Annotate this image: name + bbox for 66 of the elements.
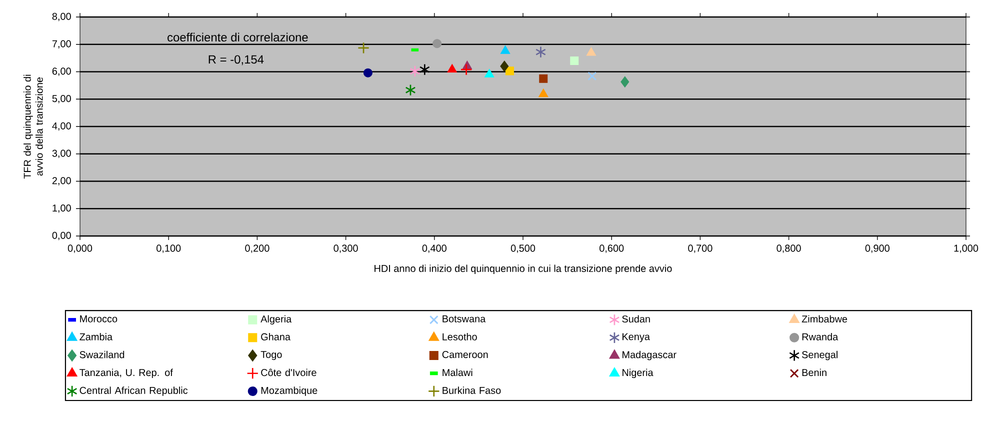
legend-label: Cameroon [442,351,488,358]
point [447,64,457,72]
legend-label: Swaziland [80,350,124,358]
y-tick-label: 7,00 [52,40,71,48]
y-tick-label: 8,00 [52,12,71,22]
point [363,68,372,78]
y-tick-label: 2,00 [52,177,71,186]
legend-label: Morocco [80,315,118,322]
legend-label: Burkina Faso [442,386,501,394]
y-tick-label: 3,00 [52,150,71,158]
legend-label: Botswana [442,315,486,322]
legend-label: Kenya [622,333,650,342]
point [535,46,546,58]
y-tick-label: 0,00 [52,232,71,240]
point [539,74,548,83]
legend-label: Mozambique [261,386,318,396]
legend-label: Ghana [261,333,291,340]
x-tick-label: 0,800 [776,244,801,253]
legend-label: Tanzania, U. Rep. of [80,368,173,378]
point [484,68,494,78]
point [620,76,630,88]
point [570,56,579,66]
legend-label: Nigeria [622,368,654,378]
legend-label: Zambia [80,333,113,340]
y-tick-label: 4,00 [52,122,71,131]
x-tick-label: 0,600 [600,244,624,253]
x-tick-label: 0,000 [68,244,92,253]
legend-label: Zimbabwe [802,315,848,323]
annotation: coefficiente di correlazione [168,32,308,42]
point [588,72,597,81]
point [432,39,442,48]
point [505,66,514,76]
legend-label: Senegal [802,350,838,360]
point [460,64,472,76]
point [405,84,416,96]
y-tick-label: 1,00 [52,204,71,213]
point [358,42,370,54]
y-tick-label: 6,00 [52,68,71,76]
legend-label: Central African Republic [80,386,188,396]
x-tick-label: 0,900 [865,244,890,253]
point [500,45,510,54]
legend-label: Rwanda [802,333,838,340]
legend-label: Sudan [622,315,650,323]
x-tick-label: 0,300 [334,244,358,253]
point [410,65,420,78]
x-axis-title: HDI anno di inizio del quinquennio in cui la transizione prende avvio [374,264,672,274]
point [419,64,430,76]
legend-label: Lesotho [442,333,477,340]
point [538,88,548,98]
x-tick-label: 0,500 [510,244,536,253]
legend-label: Benin [802,368,826,376]
legend-label: Togo [260,351,282,360]
x-tick-label: 0,400 [422,244,446,253]
x-tick-label: 0,100 [156,244,181,253]
legend-label: Malawi [442,368,472,376]
point [500,60,509,72]
legend-label: Madagascar [622,350,676,360]
point [586,47,596,56]
x-tick-label: 0,700 [688,244,712,253]
legend-label: Côte d'Ivoire [261,368,316,376]
annotation: R = -0,154 [208,55,264,66]
x-tick-label: 1,000 [954,244,978,253]
x-tick-label: 0,200 [245,244,270,253]
y-tick-label: 5,00 [52,95,71,104]
legend-label: Algeria [260,315,292,324]
y-axis-title: TFR del quinquennio di avvio della transizione [24,74,43,179]
